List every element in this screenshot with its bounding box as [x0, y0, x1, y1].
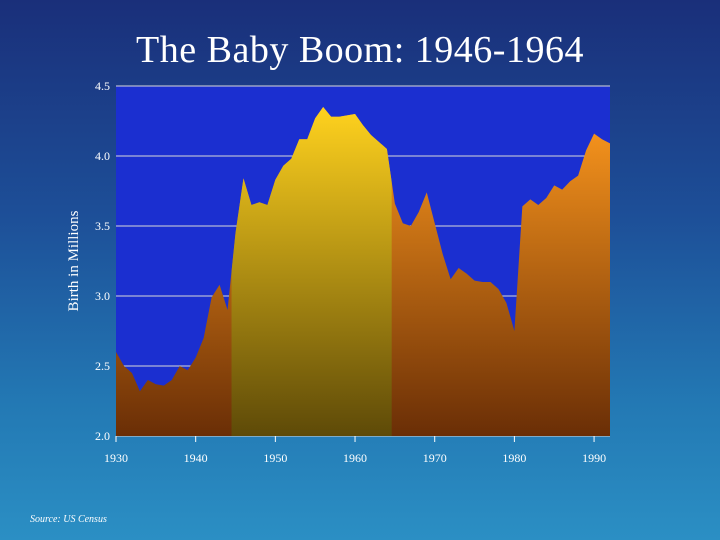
x-tick-label: 1970 [423, 451, 447, 465]
x-tick-label: 1950 [263, 451, 287, 465]
x-tick-label: 1980 [502, 451, 526, 465]
y-axis-label: Birth in Millions [66, 210, 82, 311]
y-tick-label: 3.0 [95, 289, 110, 303]
x-tick-label: 1960 [343, 451, 367, 465]
baby-boom-highlight-area [231, 107, 392, 436]
x-tick-label: 1940 [184, 451, 208, 465]
y-tick-label: 4.0 [95, 149, 110, 163]
slide-title: The Baby Boom: 1946-1964 [136, 29, 584, 71]
y-tick-label: 2.0 [95, 429, 110, 443]
y-tick-label: 4.5 [95, 79, 110, 93]
x-tick-label: 1990 [582, 451, 606, 465]
y-tick-label: 3.5 [95, 219, 110, 233]
x-tick-label: 1930 [104, 451, 128, 465]
y-tick-label: 2.5 [95, 359, 110, 373]
source-note: Source: US Census [30, 514, 107, 525]
